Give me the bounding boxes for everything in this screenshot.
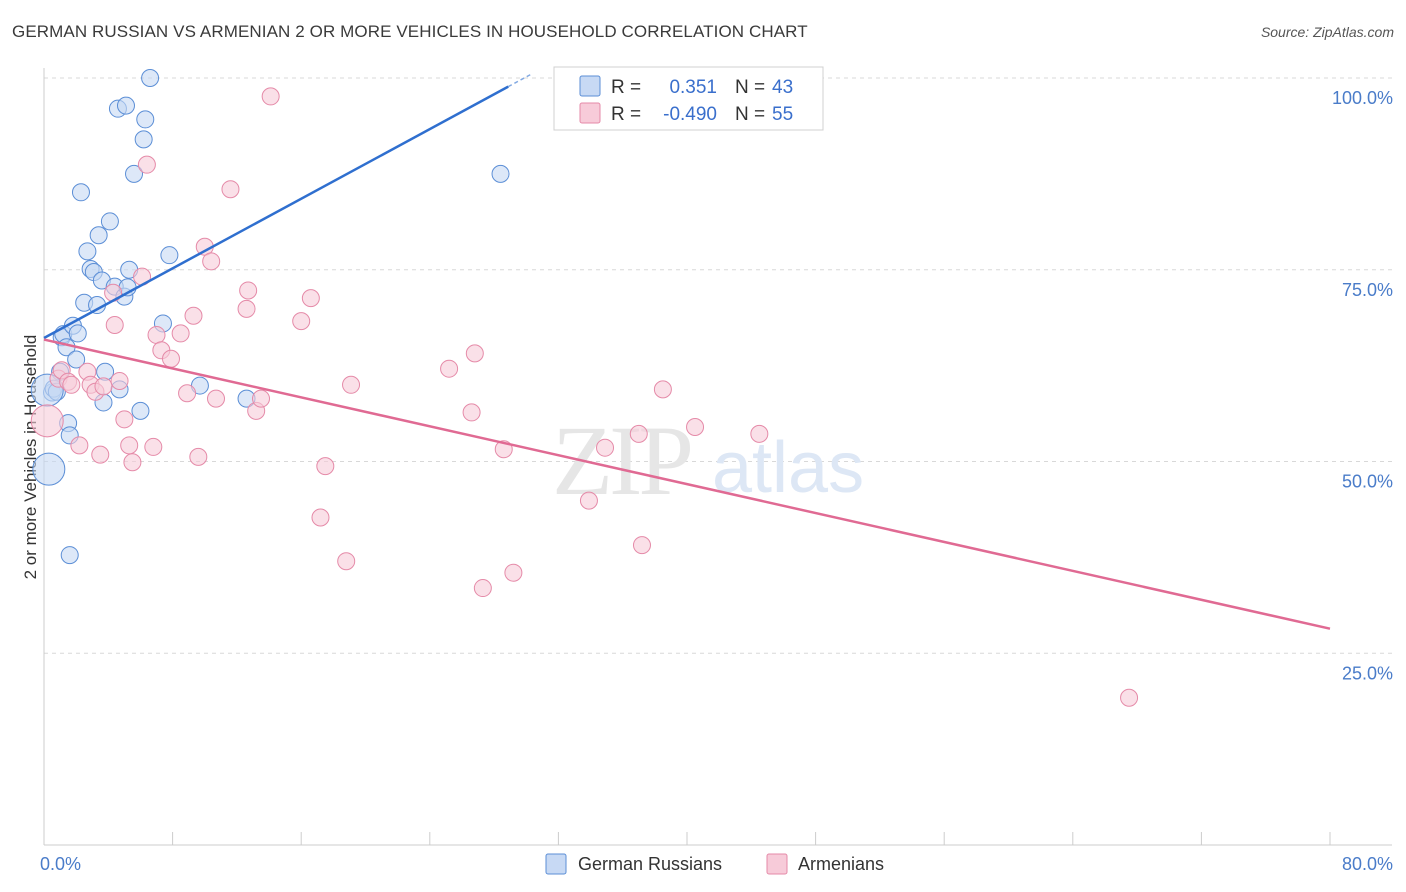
armenian-point bbox=[171, 324, 190, 343]
german-russian-point bbox=[100, 212, 119, 231]
bottom-legend-swatch-pink bbox=[766, 853, 788, 875]
bottom-legend: German Russians Armenians bbox=[545, 853, 884, 875]
german-russian-point bbox=[125, 164, 144, 183]
legend-r-value-blue: 0.351 bbox=[669, 77, 717, 98]
armenian-point bbox=[161, 349, 180, 368]
german-russian-point bbox=[71, 183, 90, 202]
armenian-point bbox=[579, 491, 598, 510]
y-tick-label: 50.0% bbox=[1342, 472, 1393, 492]
german-russian-point bbox=[136, 110, 155, 129]
x-tick-label-max: 80.0% bbox=[1342, 854, 1393, 874]
german-russian-point bbox=[32, 452, 66, 486]
german-russian-trend-extension bbox=[507, 72, 534, 88]
y-tick-label: 75.0% bbox=[1342, 280, 1393, 300]
top-legend: R = 0.351 N = 43 R = -0.490 N = 55 bbox=[553, 66, 824, 131]
german-russian-trend-line bbox=[43, 85, 509, 340]
armenian-point bbox=[62, 375, 81, 394]
points-layer bbox=[30, 69, 1139, 707]
armenian-point bbox=[750, 424, 769, 443]
armenian-point bbox=[178, 384, 197, 403]
y-tick-label: 25.0% bbox=[1342, 663, 1393, 683]
bottom-legend-label-german-russians: German Russians bbox=[578, 854, 722, 874]
armenian-point bbox=[292, 312, 311, 331]
armenian-point bbox=[147, 325, 166, 344]
armenian-point bbox=[252, 389, 271, 408]
legend-n-label-blue: N = bbox=[735, 77, 765, 98]
armenian-point bbox=[686, 417, 705, 436]
german-russian-point bbox=[60, 546, 79, 565]
armenian-point bbox=[189, 447, 208, 466]
legend-swatch-pink bbox=[579, 102, 601, 124]
german-russian-point bbox=[116, 96, 135, 115]
german-russian-point bbox=[160, 246, 179, 265]
armenian-point bbox=[123, 453, 142, 472]
legend-r-label-blue: R = bbox=[611, 77, 641, 98]
armenian-point bbox=[202, 252, 221, 271]
axis-layer: 100.0% 75.0% 50.0% 25.0% 0.0% 80.0% 2 or more … bbox=[21, 68, 1393, 874]
armenian-point bbox=[105, 315, 124, 334]
armenian-point bbox=[504, 563, 523, 582]
legend-r-label-pink: R = bbox=[611, 104, 641, 125]
armenian-point bbox=[465, 344, 484, 363]
source-label: Source: ZipAtlas.com bbox=[1260, 24, 1394, 40]
trend-layer bbox=[43, 72, 1331, 630]
armenian-point bbox=[261, 87, 280, 106]
armenian-point bbox=[632, 536, 651, 555]
armenian-point bbox=[629, 424, 648, 443]
german-russian-point bbox=[134, 130, 153, 149]
armenian-point bbox=[137, 155, 156, 174]
armenian-point bbox=[462, 403, 481, 422]
watermark: ZIP atlas bbox=[552, 405, 864, 516]
armenian-point bbox=[120, 436, 139, 455]
bottom-legend-label-armenians: Armenians bbox=[798, 854, 884, 874]
armenian-point bbox=[342, 375, 361, 394]
armenian-point bbox=[239, 281, 258, 300]
armenian-point bbox=[30, 404, 64, 438]
german-russian-point bbox=[131, 401, 150, 420]
german-russian-point bbox=[78, 242, 97, 261]
legend-r-value-pink: -0.490 bbox=[663, 104, 717, 125]
y-tick-label: 100.0% bbox=[1332, 88, 1393, 108]
y-axis-title: 2 or more Vehicles in Household bbox=[21, 335, 40, 580]
armenian-point bbox=[337, 552, 356, 571]
armenian-point bbox=[70, 436, 89, 455]
armenian-point bbox=[596, 438, 615, 457]
armenian-point bbox=[115, 410, 134, 429]
grid-layer bbox=[44, 77, 1392, 654]
german-russian-point bbox=[67, 350, 86, 369]
armenian-point bbox=[110, 371, 129, 390]
german-russian-point bbox=[491, 164, 510, 183]
legend-n-value-pink: 55 bbox=[772, 104, 793, 125]
x-tick-label-min: 0.0% bbox=[40, 854, 81, 874]
bottom-legend-swatch-blue bbox=[545, 853, 567, 875]
armenian-point bbox=[311, 508, 330, 527]
armenian-point bbox=[301, 289, 320, 308]
armenian-point bbox=[207, 389, 226, 408]
legend-n-value-blue: 43 bbox=[772, 77, 793, 98]
armenian-point bbox=[440, 359, 459, 378]
armenian-point bbox=[237, 299, 256, 318]
armenian-point bbox=[221, 180, 240, 199]
german-russian-point bbox=[68, 324, 87, 343]
armenian-point bbox=[94, 377, 113, 396]
german-russian-point bbox=[141, 69, 160, 87]
armenian-trend-line bbox=[43, 338, 1331, 630]
chart-title: GERMAN RUSSIAN VS ARMENIAN 2 OR MORE VEH… bbox=[12, 22, 808, 41]
armenian-point bbox=[653, 380, 672, 399]
armenian-point bbox=[91, 445, 110, 464]
armenian-point bbox=[184, 306, 203, 325]
armenian-point bbox=[144, 437, 163, 456]
legend-n-label-pink: N = bbox=[735, 104, 765, 125]
german-russian-point bbox=[89, 226, 108, 245]
armenian-point bbox=[316, 457, 335, 476]
armenian-point bbox=[473, 579, 492, 598]
legend-swatch-blue bbox=[579, 75, 601, 97]
armenian-point bbox=[1120, 688, 1139, 707]
watermark-zip: ZIP bbox=[552, 405, 690, 516]
